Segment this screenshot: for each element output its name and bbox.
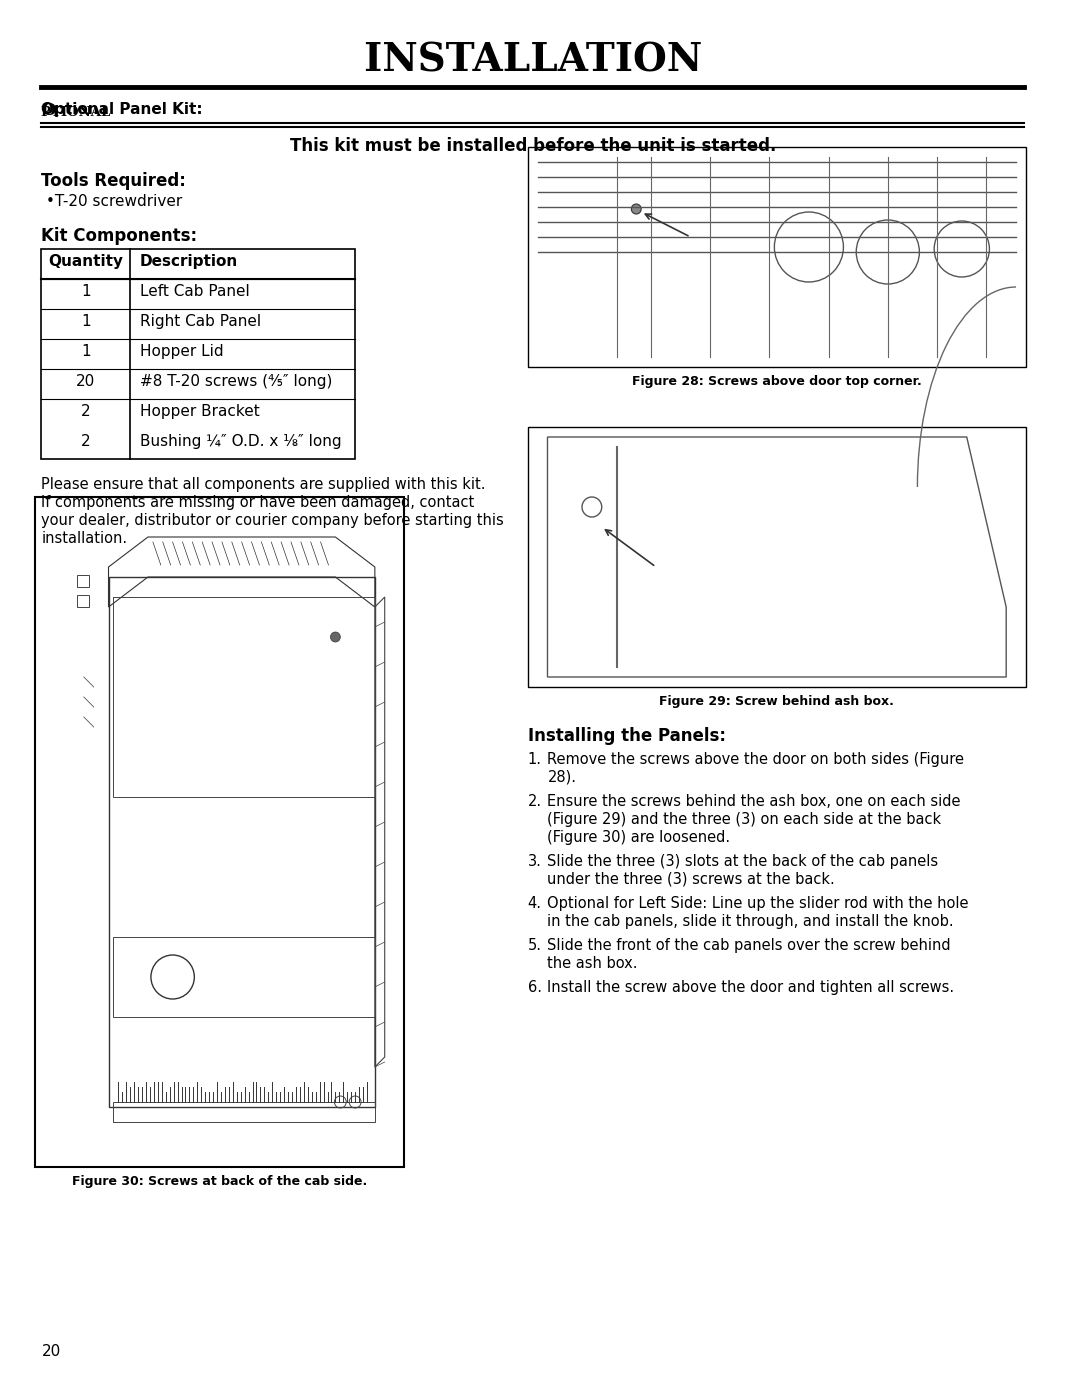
Text: Figure 30: Screws at back of the cab side.: Figure 30: Screws at back of the cab sid… [72,1175,367,1187]
Text: Quantity: Quantity [49,254,123,270]
Text: This kit must be installed before the unit is started.: This kit must be installed before the un… [289,137,775,155]
Text: Install the screw above the door and tighten all screws.: Install the screw above the door and tig… [548,981,955,995]
Text: Ensure the screws behind the ash box, one on each side: Ensure the screws behind the ash box, on… [548,793,961,809]
Text: 1: 1 [81,344,91,359]
Text: Slide the front of the cab panels over the screw behind: Slide the front of the cab panels over t… [548,937,951,953]
Text: Hopper Lid: Hopper Lid [140,344,224,359]
Bar [113,597,375,798]
Text: 6.: 6. [528,981,542,995]
Text: 20: 20 [77,374,95,388]
Text: 1: 1 [81,284,91,299]
Text: 28).: 28). [548,770,577,785]
Text: under the three (3) screws at the back.: under the three (3) screws at the back. [548,872,835,887]
Bar [113,937,375,1017]
Bar [528,427,1026,687]
Circle shape [632,204,642,214]
Text: 2.: 2. [528,793,542,809]
Text: 2: 2 [81,434,91,448]
Text: •T-20 screwdriver: •T-20 screwdriver [46,194,183,210]
Text: 20: 20 [41,1344,60,1359]
Text: Figure 29: Screw behind ash box.: Figure 29: Screw behind ash box. [660,694,894,708]
Text: 4.: 4. [528,895,542,911]
Text: installation.: installation. [41,531,127,546]
Circle shape [330,631,340,643]
Bar [41,249,355,460]
Text: your dealer, distributor or courier company before starting this: your dealer, distributor or courier comp… [41,513,504,528]
Text: 2: 2 [81,404,91,419]
Text: the ash box.: the ash box. [548,956,638,971]
Bar [77,595,89,608]
Text: If components are missing or have been damaged, contact: If components are missing or have been d… [41,495,475,510]
Text: PTIONAL: PTIONAL [41,106,116,119]
Bar [113,1102,375,1122]
Bar [35,497,404,1166]
Text: Optional for Left Side: Line up the slider rod with the hole: Optional for Left Side: Line up the slid… [548,895,969,911]
Text: Kit Components:: Kit Components: [41,226,198,244]
Text: 1.: 1. [528,752,542,767]
Text: I​NSTALLATION: I​NSTALLATION [364,42,702,80]
Text: #8 T-20 screws (⅘″ long): #8 T-20 screws (⅘″ long) [140,374,333,388]
Text: 1: 1 [81,314,91,330]
Text: Optional Panel Kit:: Optional Panel Kit: [41,102,203,117]
Text: (Figure 29) and the three (3) on each side at the back: (Figure 29) and the three (3) on each si… [548,812,942,827]
Bar [528,147,1026,367]
Text: Slide the three (3) slots at the back of the cab panels: Slide the three (3) slots at the back of… [548,854,939,869]
Bar [77,576,89,587]
Text: 3.: 3. [528,854,542,869]
Text: in the cab panels, slide it through, and install the knob.: in the cab panels, slide it through, and… [548,914,954,929]
Text: Tools Required:: Tools Required: [41,172,187,190]
Text: Description: Description [140,254,239,270]
Text: Figure 28: Screws above door top corner.: Figure 28: Screws above door top corner. [632,374,921,388]
Text: Remove the screws above the door on both sides (Figure: Remove the screws above the door on both… [548,752,964,767]
Text: Left Cab Panel: Left Cab Panel [140,284,249,299]
Text: Bushing ¼″ O.D. x ⅛″ long: Bushing ¼″ O.D. x ⅛″ long [140,434,341,448]
Text: 5.: 5. [528,937,542,953]
Text: Right Cab Panel: Right Cab Panel [140,314,261,330]
Text: Please ensure that all components are supplied with this kit.: Please ensure that all components are su… [41,476,486,492]
Bar [108,577,375,1106]
Text: Hopper Bracket: Hopper Bracket [140,404,260,419]
Text: (Figure 30) are loosened.: (Figure 30) are loosened. [548,830,730,845]
Text: Installing the Panels:: Installing the Panels: [528,726,726,745]
Text: O: O [41,102,56,119]
